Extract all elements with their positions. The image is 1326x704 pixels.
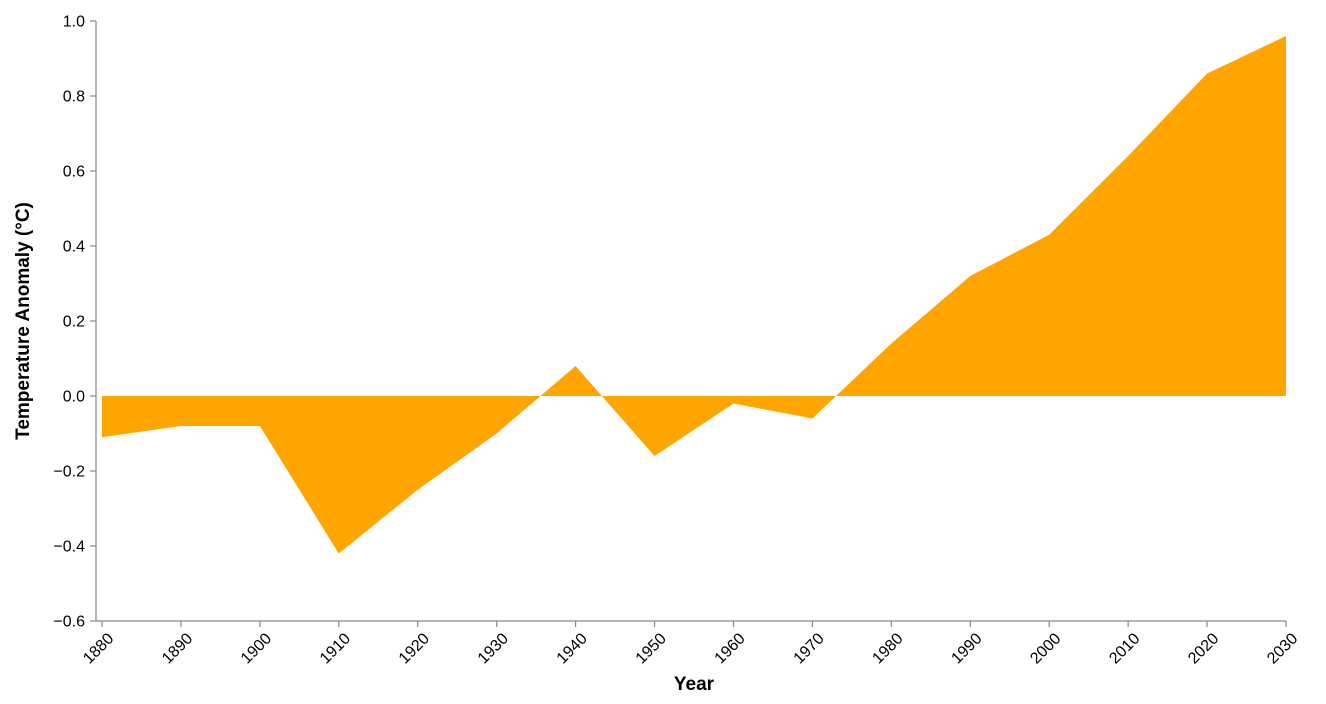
x-tick-label: 1990 [948,630,985,667]
x-tick-label: 1930 [475,630,512,667]
x-axis-title: Year [674,674,715,695]
y-tick-label: 0.2 [63,314,85,331]
x-tick-label: 2030 [1264,630,1301,667]
x-tick-label: 1920 [396,630,433,667]
y-axis-title: Temperature Anomaly (°C) [13,202,34,440]
x-tick-label: 1880 [80,630,117,667]
y-tick-label: 0.6 [63,164,85,181]
y-tick-label: 0.4 [63,239,85,256]
y-axis: −0.6 −0.4 −0.2 0.0 0.2 0.4 0.6 0.8 1.0 [53,14,97,631]
x-tick-label: 1960 [712,630,749,667]
x-tick-label: 1890 [159,630,196,667]
area-series [102,36,1286,554]
y-tick-label: 1.0 [63,14,85,31]
x-tick-label: 2000 [1027,630,1064,667]
x-tick-label: 1980 [869,630,906,667]
x-tick-label: 2020 [1185,630,1222,667]
y-tick-label: −0.2 [53,464,85,481]
y-tick-label: 0.8 [63,89,85,106]
plot-area [102,36,1286,554]
x-tick-label: 1940 [554,630,591,667]
y-tick-label: −0.4 [53,539,85,556]
y-tick-label: −0.6 [53,614,85,631]
x-tick-label: 1910 [317,630,354,667]
x-tick-label: 1970 [791,630,828,667]
y-tick-label: 0.0 [63,389,85,406]
x-tick-label: 2010 [1106,630,1143,667]
x-tick-label: 1900 [238,630,275,667]
x-axis: 1880 1890 1900 1910 1920 1930 1940 1950 1960 1970… [80,620,1301,667]
x-tick-label: 1950 [633,630,670,667]
